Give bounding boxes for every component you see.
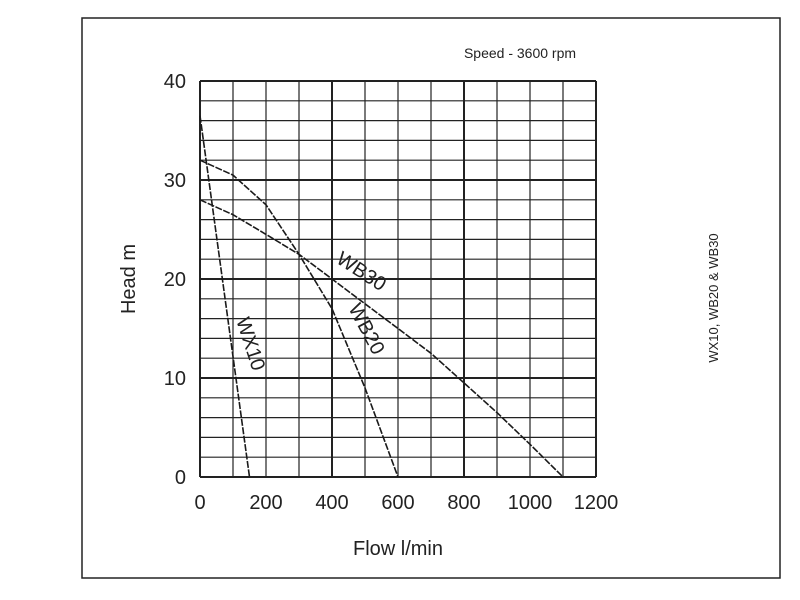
y-tick-label: 10 — [164, 368, 186, 390]
grid — [199, 80, 597, 478]
y-tick-label: 30 — [164, 170, 186, 192]
series-label-wb20: WB20 — [344, 300, 389, 358]
x-axis-label: Flow l/min — [353, 538, 443, 560]
chart-frame — [81, 17, 781, 579]
y-tick-label: 40 — [164, 71, 186, 93]
x-tick-label: 400 — [315, 492, 348, 514]
y-tick-label: 0 — [175, 467, 186, 489]
speed-annotation: Speed - 3600 rpm — [464, 45, 576, 61]
series-line-wx10 — [199, 115, 251, 478]
series-label-wb30: WB30 — [332, 248, 390, 296]
y-axis-label: Head m — [118, 244, 140, 314]
x-tick-label: 800 — [447, 492, 480, 514]
series-label-wx10: WX10 — [231, 315, 269, 374]
x-tick-label: 1200 — [574, 492, 619, 514]
x-tick-label: 200 — [249, 492, 282, 514]
x-tick-label: 1000 — [508, 492, 553, 514]
y-tick-label: 20 — [164, 269, 186, 291]
series-line-wb30 — [199, 199, 564, 478]
x-tick-label: 0 — [194, 492, 205, 514]
x-tick-label: 600 — [381, 492, 414, 514]
side-label: WX10, WB20 & WB30 — [706, 233, 721, 362]
